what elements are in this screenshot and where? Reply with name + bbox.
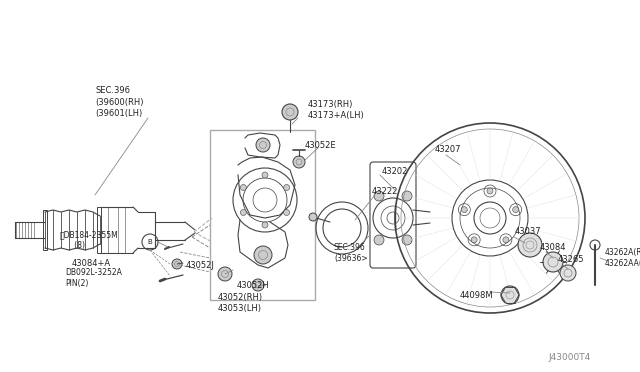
Text: 43262A(RH)
43262AA(LH): 43262A(RH) 43262AA(LH) <box>605 248 640 268</box>
Circle shape <box>402 191 412 201</box>
Text: 43052E: 43052E <box>305 141 337 150</box>
Text: 43037: 43037 <box>515 228 541 237</box>
Circle shape <box>543 252 563 272</box>
Circle shape <box>252 279 264 291</box>
Text: J43000T4: J43000T4 <box>548 353 590 362</box>
Circle shape <box>461 207 467 213</box>
Text: 43052H: 43052H <box>237 280 269 289</box>
Text: SEC.396
(39600(RH)
(39601(LH): SEC.396 (39600(RH) (39601(LH) <box>95 86 143 118</box>
Circle shape <box>374 191 384 201</box>
Text: 43222: 43222 <box>372 187 398 196</box>
Text: 43052J: 43052J <box>186 260 215 269</box>
Text: 43207: 43207 <box>435 145 461 154</box>
Circle shape <box>262 222 268 228</box>
Circle shape <box>471 237 477 243</box>
Circle shape <box>293 156 305 168</box>
Circle shape <box>282 104 298 120</box>
Circle shape <box>503 237 509 243</box>
Text: 43084+A: 43084+A <box>72 259 111 267</box>
Bar <box>43 210 47 250</box>
Text: 43052(RH)
43053(LH): 43052(RH) 43053(LH) <box>218 293 263 313</box>
Text: SEC.396
(39636>: SEC.396 (39636> <box>334 243 367 263</box>
Text: ⒷDB184-2355M
      (8): ⒷDB184-2355M (8) <box>60 230 119 250</box>
Text: B: B <box>148 239 152 245</box>
Circle shape <box>284 209 290 215</box>
Circle shape <box>241 185 246 190</box>
Circle shape <box>254 246 272 264</box>
Bar <box>210 130 315 300</box>
Circle shape <box>513 207 518 213</box>
Circle shape <box>487 188 493 194</box>
Circle shape <box>374 235 384 245</box>
Circle shape <box>218 267 232 281</box>
Text: 43265: 43265 <box>558 256 584 264</box>
Circle shape <box>172 259 182 269</box>
Circle shape <box>262 172 268 178</box>
Circle shape <box>402 235 412 245</box>
Text: 43084: 43084 <box>540 244 566 253</box>
Circle shape <box>256 138 270 152</box>
Circle shape <box>284 185 290 190</box>
Text: 43202: 43202 <box>382 167 408 176</box>
Bar <box>97 207 101 253</box>
Circle shape <box>518 233 542 257</box>
Circle shape <box>241 209 246 215</box>
Text: 43173(RH)
43173+A(LH): 43173(RH) 43173+A(LH) <box>308 100 365 120</box>
Circle shape <box>560 265 576 281</box>
Circle shape <box>501 286 519 304</box>
Text: DB092L-3252A
PIN(2): DB092L-3252A PIN(2) <box>65 268 122 288</box>
Text: 44098M: 44098M <box>460 292 493 301</box>
Circle shape <box>309 213 317 221</box>
